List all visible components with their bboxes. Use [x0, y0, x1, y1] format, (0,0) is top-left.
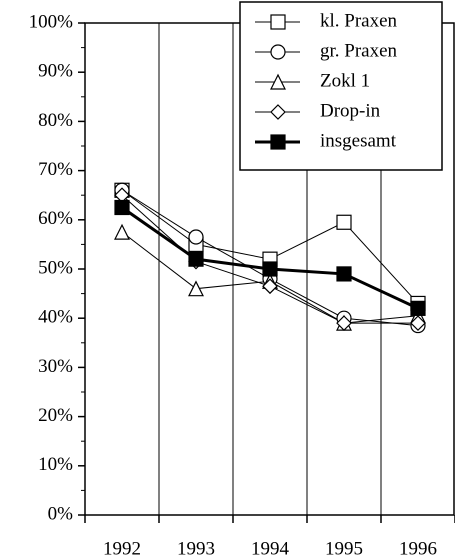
marker	[410, 300, 426, 316]
marker	[270, 104, 286, 120]
legend-label: kl. Praxen	[320, 10, 398, 31]
marker	[114, 199, 130, 216]
marker	[270, 73, 286, 90]
y-tick-label: 10%	[38, 454, 73, 475]
marker	[188, 280, 204, 297]
legend-label: Drop-in	[320, 100, 381, 121]
marker	[114, 223, 130, 240]
marker	[410, 315, 426, 331]
x-tick-label: 1994	[251, 538, 290, 558]
x-tick-label: 1992	[103, 538, 141, 558]
marker	[188, 229, 204, 245]
legend-label: Zokl 1	[320, 70, 370, 91]
x-tick-label: 1993	[177, 538, 215, 558]
marker	[270, 134, 286, 150]
y-tick-label: 20%	[38, 405, 73, 426]
x-tick-label: 1996	[399, 538, 437, 558]
marker	[270, 44, 286, 60]
y-tick-label: 60%	[38, 208, 73, 229]
y-tick-label: 30%	[38, 356, 73, 377]
y-tick-label: 80%	[38, 110, 73, 131]
marker	[188, 251, 204, 267]
y-tick-label: 100%	[29, 11, 74, 32]
x-tick-label: 1995	[325, 538, 363, 558]
y-tick-label: 90%	[38, 61, 73, 82]
y-tick-label: 0%	[48, 503, 74, 524]
marker	[336, 315, 352, 331]
marker	[262, 278, 278, 295]
marker	[336, 214, 352, 230]
marker	[336, 266, 352, 282]
y-tick-label: 40%	[38, 307, 73, 328]
legend-label: gr. Praxen	[320, 40, 398, 61]
marker	[262, 261, 278, 277]
y-tick-label: 70%	[38, 159, 73, 180]
legend-label: insgesamt	[320, 130, 397, 151]
marker	[270, 14, 286, 30]
y-tick-label: 50%	[38, 257, 73, 278]
